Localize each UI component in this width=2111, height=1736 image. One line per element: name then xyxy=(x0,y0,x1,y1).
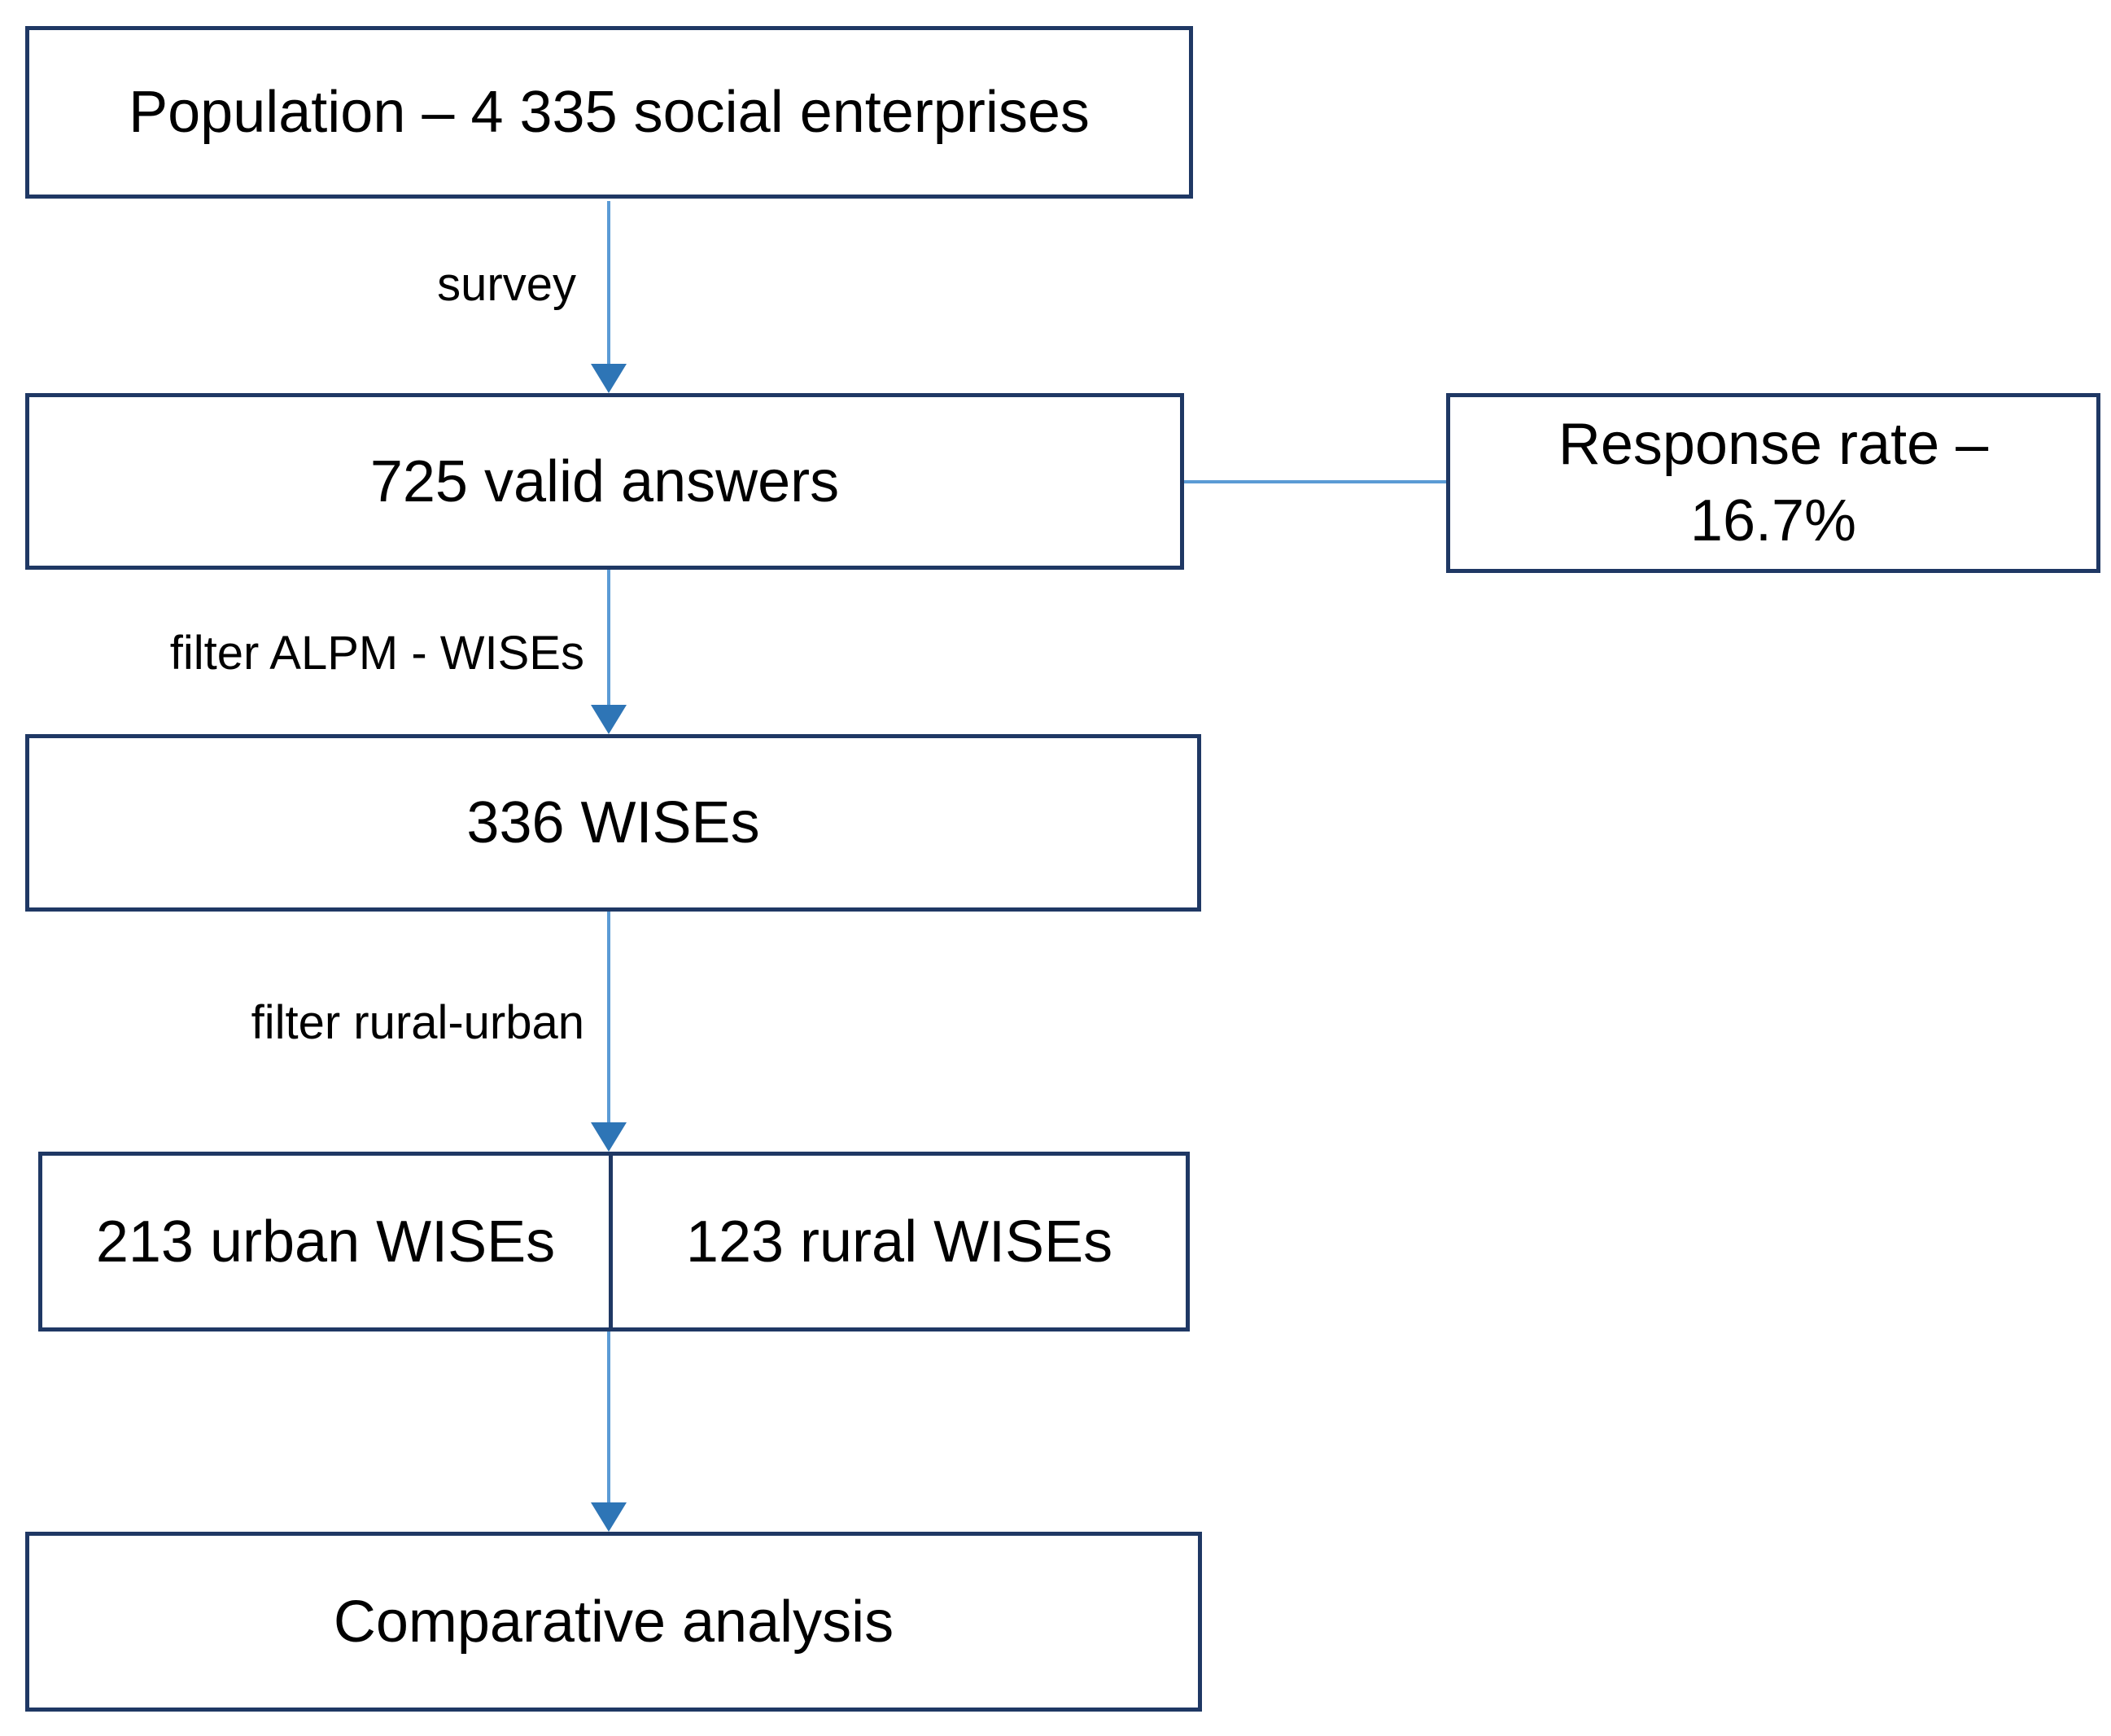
filter-alpm-arrow-line xyxy=(607,570,610,705)
population-box-label: Population – 4 335 social enterprises xyxy=(129,80,1090,145)
rural-wises-box-label: 123 rural WISEs xyxy=(685,1209,1113,1275)
urban-wises-box: 213 urban WISEs xyxy=(42,1156,613,1327)
wises-box-label: 336 WISEs xyxy=(466,790,760,855)
filter-rural-urban-edge-label: filter rural-urban xyxy=(251,996,584,1049)
survey-edge-label: survey xyxy=(437,258,576,311)
filter-alpm-edge-label: filter ALPM - WISEs xyxy=(169,627,584,680)
comparative-arrowhead-icon xyxy=(591,1502,627,1532)
rural-wises-box: 123 rural WISEs xyxy=(613,1156,1186,1327)
urban-wises-box-label: 213 urban WISEs xyxy=(95,1209,556,1275)
wises-box: 336 WISEs xyxy=(25,734,1201,912)
response-rate-line1: Response rate – xyxy=(1558,411,1989,477)
response-connector-line xyxy=(1184,480,1446,483)
valid-answers-box: 725 valid answers xyxy=(25,393,1184,570)
urban-rural-split-boxes: 213 urban WISEs 123 rural WISEs xyxy=(38,1152,1190,1332)
valid-answers-box-label: 725 valid answers xyxy=(369,448,840,514)
filter-rural-urban-arrow-line xyxy=(607,912,610,1122)
filter-alpm-arrowhead-icon xyxy=(591,705,627,734)
response-rate-box: Response rate – 16.7% xyxy=(1446,393,2100,573)
survey-arrow-line xyxy=(607,201,610,364)
population-box: Population – 4 335 social enterprises xyxy=(25,26,1193,199)
survey-arrowhead-icon xyxy=(591,364,627,393)
response-rate-line2: 16.7% xyxy=(1689,488,1857,553)
filter-rural-urban-arrowhead-icon xyxy=(591,1122,627,1152)
comparative-analysis-box-label: Comparative analysis xyxy=(333,1589,894,1655)
comparative-analysis-box: Comparative analysis xyxy=(25,1532,1202,1712)
comparative-arrow-line xyxy=(607,1332,610,1502)
